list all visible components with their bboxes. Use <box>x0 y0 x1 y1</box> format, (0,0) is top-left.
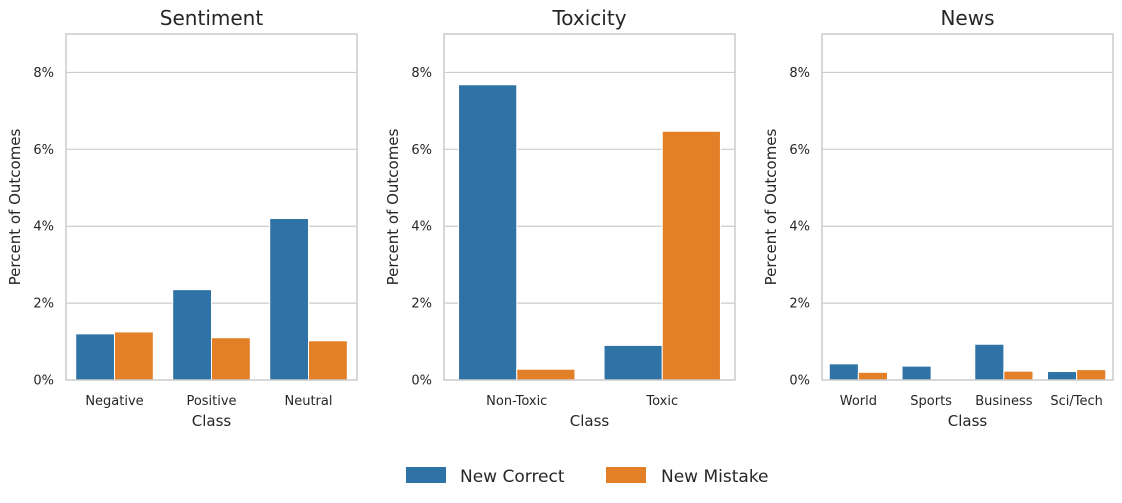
panel-title: Toxicity <box>551 6 626 30</box>
bar-neutral-new-mistake <box>308 340 348 381</box>
panel-news: 0% 2% 4% 6% 8% World Sports Business Sci/Tech Cla… <box>762 6 1114 430</box>
legend-label-new-correct: New Correct <box>460 467 565 487</box>
legend-label-new-mistake: New Mistake <box>661 467 769 487</box>
chart-panels: 0% 2% 4% 6% 8% Negative Positive Neutral Class Pe… <box>6 6 1114 430</box>
bar-toxic-new-mistake <box>661 130 721 381</box>
y-tick-label: 0% <box>789 374 810 389</box>
bar-sci-tech-new-correct <box>1047 371 1078 381</box>
y-axis-label: Percent of Outcomes <box>384 128 402 285</box>
bar-world-new-mistake <box>857 371 888 381</box>
bar-world-new-correct <box>828 363 859 381</box>
bar-negative-new-mistake <box>114 331 154 381</box>
bar-sports-new-correct <box>901 365 932 381</box>
x-tick-label-non-toxic: Non-Toxic <box>486 394 547 409</box>
bar-toxic-new-correct <box>603 344 663 381</box>
panel-title: Sentiment <box>160 6 264 30</box>
y-tick-label: 6% <box>33 143 54 158</box>
x-axis-label: Class <box>570 412 610 430</box>
bar-non-toxic-new-correct <box>458 84 518 381</box>
panel-toxicity: 0% 2% 4% 6% 8% Non-Toxic Toxic Class Percent of … <box>384 6 736 430</box>
x-tick-label-world: World <box>840 394 877 409</box>
y-tick-label: 2% <box>411 297 432 312</box>
y-tick-label: 8% <box>411 66 432 81</box>
plot-frame <box>65 33 358 381</box>
y-tick-label: 2% <box>789 297 810 312</box>
y-tick-label: 4% <box>33 220 54 235</box>
y-axis-label: Percent of Outcomes <box>762 128 780 285</box>
panel-title: News <box>940 6 994 30</box>
legend-swatch-new-correct <box>406 467 446 483</box>
y-tick-label: 4% <box>789 220 810 235</box>
x-tick-label-neutral: Neutral <box>285 394 333 409</box>
legend-swatch-new-mistake <box>606 467 646 483</box>
x-tick-label-toxic: Toxic <box>645 394 678 409</box>
chart-legend: New Correct New Mistake <box>406 467 769 487</box>
y-tick-label: 2% <box>33 297 54 312</box>
bar-business-new-mistake <box>1003 370 1034 381</box>
bar-sci-tech-new-mistake <box>1076 369 1107 381</box>
y-tick-label: 4% <box>411 220 432 235</box>
y-tick-label: 8% <box>33 66 54 81</box>
panel-sentiment: 0% 2% 4% 6% 8% Negative Positive Neutral Class Pe… <box>6 6 358 430</box>
bar-positive-new-mistake <box>211 337 251 381</box>
x-tick-label-negative: Negative <box>85 394 143 409</box>
bar-business-new-correct <box>974 343 1005 381</box>
y-tick-label: 0% <box>33 374 54 389</box>
x-tick-label-positive: Positive <box>186 394 236 409</box>
bar-negative-new-correct <box>75 333 115 381</box>
y-tick-label: 8% <box>789 66 810 81</box>
x-tick-label-business: Business <box>975 394 1033 409</box>
bar-non-toxic-new-mistake <box>516 368 576 381</box>
y-tick-label: 6% <box>789 143 810 158</box>
x-tick-label-sci-tech: Sci/Tech <box>1050 394 1103 409</box>
y-tick-label: 0% <box>411 374 432 389</box>
plot-frame <box>443 33 736 381</box>
bar-neutral-new-correct <box>269 218 310 381</box>
plot-frame <box>821 33 1114 381</box>
bar-positive-new-correct <box>172 289 212 381</box>
y-tick-label: 6% <box>411 143 432 158</box>
x-axis-label: Class <box>948 412 988 430</box>
x-tick-label-sports: Sports <box>910 394 952 409</box>
x-axis-label: Class <box>192 412 232 430</box>
y-axis-label: Percent of Outcomes <box>6 128 24 285</box>
